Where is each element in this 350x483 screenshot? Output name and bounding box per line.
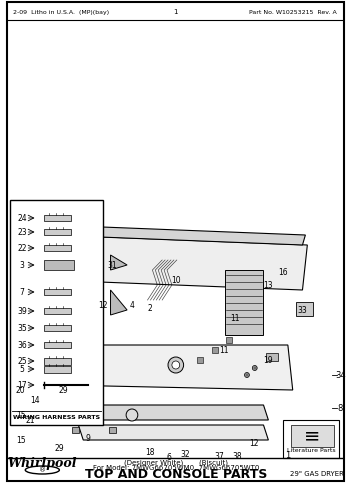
Text: 1: 1 (174, 9, 178, 15)
Text: 23: 23 (17, 227, 27, 237)
Bar (224, 270, 264, 335)
Text: 31: 31 (108, 260, 117, 270)
Text: 12: 12 (98, 300, 107, 310)
Circle shape (168, 357, 184, 373)
Bar (197, 357, 203, 363)
Text: 7: 7 (20, 287, 24, 297)
Text: 34: 34 (335, 370, 346, 380)
Bar (226, 337, 232, 343)
Bar (71, 387, 79, 393)
Bar (71, 427, 79, 433)
Text: 22: 22 (17, 243, 27, 253)
Text: 2: 2 (147, 303, 152, 313)
Text: 11: 11 (219, 345, 228, 355)
Text: (Designer White)       (Biscuit): (Designer White) (Biscuit) (124, 460, 228, 466)
Bar (44, 325, 71, 331)
Bar (44, 229, 71, 235)
Polygon shape (111, 290, 127, 315)
Text: 19: 19 (264, 355, 273, 365)
Text: TOP AND CONSOLE PARTS: TOP AND CONSOLE PARTS (85, 468, 267, 481)
Text: Literature Parts: Literature Parts (287, 448, 336, 453)
Bar (44, 358, 71, 365)
Bar (44, 215, 71, 221)
Circle shape (172, 361, 180, 369)
Bar (291, 425, 334, 447)
Polygon shape (49, 225, 306, 245)
Ellipse shape (25, 466, 60, 474)
Bar (10, 200, 103, 425)
Text: ≡: ≡ (304, 426, 320, 445)
Bar (212, 347, 218, 353)
Text: 21: 21 (26, 415, 35, 425)
Text: 35: 35 (17, 324, 27, 332)
Circle shape (245, 372, 249, 378)
Text: 4: 4 (130, 300, 134, 310)
Polygon shape (78, 405, 268, 420)
Bar (44, 289, 71, 295)
Text: ®: ® (39, 467, 46, 473)
Text: 18: 18 (145, 448, 154, 456)
Bar (108, 427, 116, 433)
Polygon shape (49, 235, 307, 290)
Bar (44, 260, 74, 270)
Polygon shape (111, 255, 127, 270)
Bar (44, 366, 71, 373)
Text: 15: 15 (16, 436, 26, 444)
Polygon shape (54, 345, 293, 390)
Text: Part No. W10253215  Rev. A: Part No. W10253215 Rev. A (249, 10, 337, 14)
Text: 29: 29 (59, 385, 69, 395)
Text: 29: 29 (54, 443, 64, 453)
Polygon shape (78, 425, 268, 440)
Text: 14: 14 (30, 396, 39, 404)
Text: 20: 20 (15, 385, 25, 395)
Bar (266, 353, 278, 361)
Text: 1: 1 (285, 451, 290, 459)
Text: 11: 11 (231, 313, 240, 323)
Text: 2-09  Litho in U.S.A.  (MP)(bay): 2-09 Litho in U.S.A. (MP)(bay) (13, 10, 109, 14)
Bar (44, 308, 71, 314)
Text: 12: 12 (249, 439, 259, 448)
Bar (44, 245, 71, 251)
Text: WIRING HARNESS PARTS: WIRING HARNESS PARTS (13, 414, 100, 420)
Text: 13: 13 (264, 281, 273, 289)
Circle shape (252, 366, 257, 370)
Text: 8: 8 (338, 403, 343, 412)
Text: 10: 10 (171, 275, 181, 284)
Text: 15: 15 (16, 411, 26, 420)
Text: 37: 37 (215, 452, 225, 460)
Text: 25: 25 (17, 356, 27, 366)
Text: 16: 16 (278, 268, 288, 276)
Text: 38: 38 (232, 452, 242, 460)
Text: 6: 6 (167, 453, 172, 461)
Text: 32: 32 (181, 450, 190, 458)
Bar (283, 420, 340, 458)
Text: 3: 3 (20, 260, 24, 270)
Bar (44, 342, 71, 348)
Text: For Model: 7MWG66705WM0, 7MWG66705WT0: For Model: 7MWG66705WM0, 7MWG66705WT0 (93, 465, 259, 471)
Circle shape (126, 409, 138, 421)
Text: 33: 33 (298, 306, 307, 314)
Bar (296, 302, 313, 316)
Text: 39: 39 (17, 307, 27, 315)
Text: 17: 17 (17, 381, 27, 389)
Text: 5: 5 (20, 365, 24, 373)
Text: 9: 9 (86, 434, 91, 442)
Text: Whirlpool: Whirlpool (8, 456, 77, 469)
Text: 24: 24 (17, 213, 27, 223)
Text: 36: 36 (17, 341, 27, 350)
Text: 29" GAS DRYER: 29" GAS DRYER (290, 471, 344, 477)
